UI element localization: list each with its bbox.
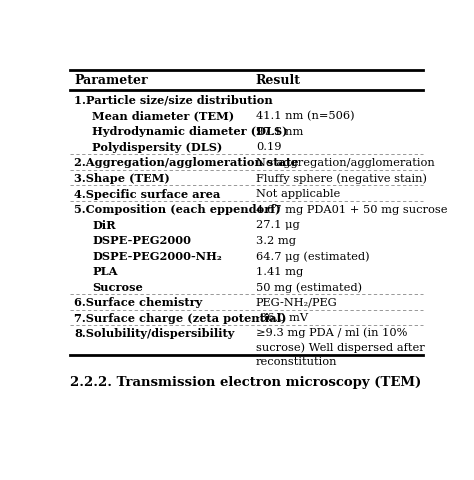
Text: Parameter: Parameter (74, 74, 147, 87)
Text: Result: Result (256, 74, 301, 87)
Text: 2.Aggregation/agglomeration state: 2.Aggregation/agglomeration state (74, 157, 299, 168)
Text: Not applicable: Not applicable (256, 189, 340, 199)
Text: DiR: DiR (92, 219, 116, 230)
Text: 8.Solubility/dispersibility: 8.Solubility/dispersibility (74, 327, 234, 338)
Text: 2.2.2. Transmission electron microscopy (TEM): 2.2.2. Transmission electron microscopy … (70, 375, 421, 388)
Text: 6.Surface chemistry: 6.Surface chemistry (74, 297, 202, 308)
Text: Sucrose: Sucrose (92, 281, 143, 292)
Text: PLA: PLA (92, 266, 118, 276)
Text: DSPE-PEG2000: DSPE-PEG2000 (92, 235, 191, 246)
Text: 50 mg (estimated): 50 mg (estimated) (256, 281, 362, 292)
Text: 41.1 nm (n=506): 41.1 nm (n=506) (256, 111, 355, 121)
Text: 3.Shape (TEM): 3.Shape (TEM) (74, 173, 170, 183)
Text: 0.19: 0.19 (256, 142, 281, 152)
Text: 64.7 μg (estimated): 64.7 μg (estimated) (256, 251, 369, 261)
Text: PEG-NH₂/PEG: PEG-NH₂/PEG (256, 297, 337, 307)
Text: Polydispersity (DLS): Polydispersity (DLS) (92, 142, 223, 153)
Text: 1.41 mg: 1.41 mg (256, 266, 303, 276)
Text: Fluffy sphere (negative stain): Fluffy sphere (negative stain) (256, 173, 427, 183)
Text: 4.67 mg PDA01 + 50 mg sucrose: 4.67 mg PDA01 + 50 mg sucrose (256, 204, 447, 214)
Text: DSPE-PEG2000-NH₂: DSPE-PEG2000-NH₂ (92, 250, 222, 261)
Text: 97.1 nm: 97.1 nm (256, 127, 303, 136)
Text: 1.Particle size/size distribution: 1.Particle size/size distribution (74, 94, 273, 105)
Text: 27.1 μg: 27.1 μg (256, 220, 300, 229)
Text: No aggregation/agglomeration: No aggregation/agglomeration (256, 157, 435, 168)
Text: 4.Specific surface area: 4.Specific surface area (74, 188, 220, 199)
Text: Mean diameter (TEM): Mean diameter (TEM) (92, 110, 235, 121)
Text: 7.Surface charge (zeta potential): 7.Surface charge (zeta potential) (74, 312, 286, 324)
Text: 3.2 mg: 3.2 mg (256, 235, 296, 245)
Text: 5.Composition (each eppendorf): 5.Composition (each eppendorf) (74, 204, 281, 215)
Text: ≥9.3 mg PDA / ml (in 10%
sucrose) Well dispersed after
reconstitution: ≥9.3 mg PDA / ml (in 10% sucrose) Well d… (256, 327, 425, 366)
Text: -36.0 mV: -36.0 mV (256, 313, 308, 323)
Text: Hydrodynamic diameter (DLS): Hydrodynamic diameter (DLS) (92, 126, 288, 137)
